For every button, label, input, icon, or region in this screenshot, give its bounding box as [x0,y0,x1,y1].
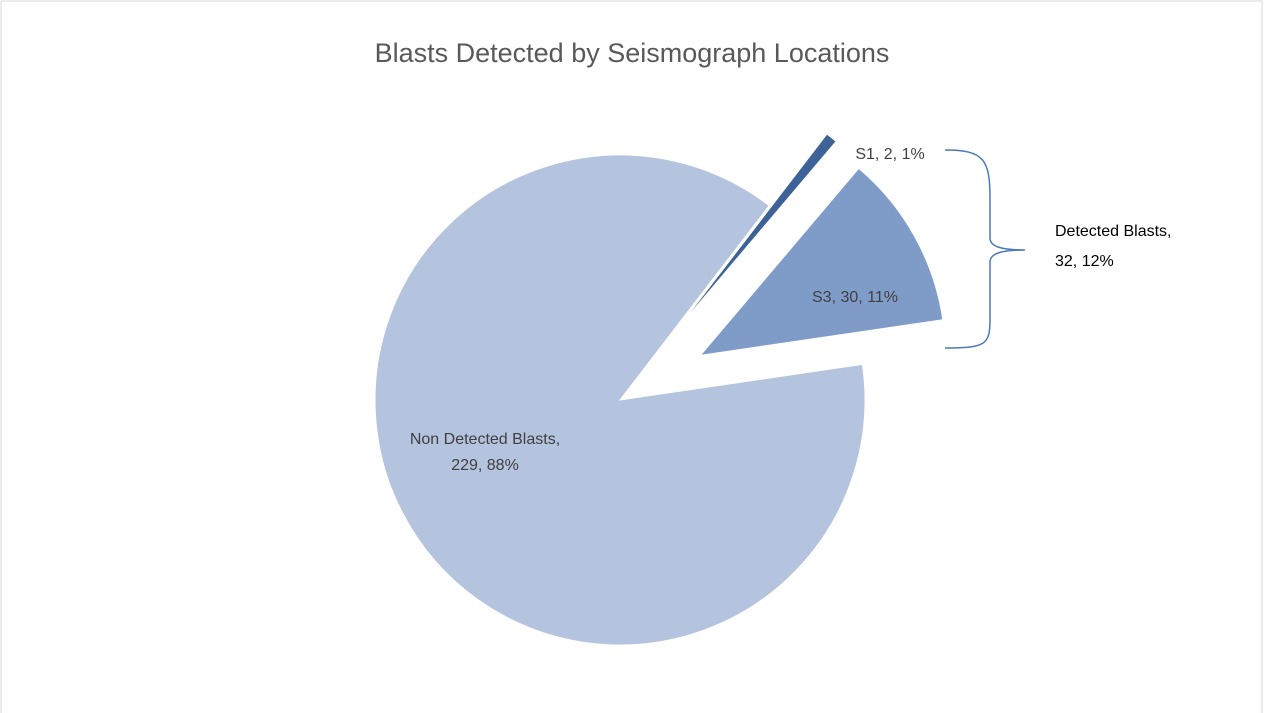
data-label: S1, 2, 1% [855,146,924,163]
data-label: S3, 30, 11% [812,289,898,306]
pie-slice [699,167,944,357]
bracket [944,149,1026,349]
annotation: Detected Blasts, 32, 12% [1055,223,1172,270]
chart-title: Blasts Detected by Seismograph Locations [375,38,890,68]
data-label: Non Detected Blasts, 229, 88% [410,431,560,474]
pie-slice [677,133,837,329]
pie-slice [374,154,866,646]
